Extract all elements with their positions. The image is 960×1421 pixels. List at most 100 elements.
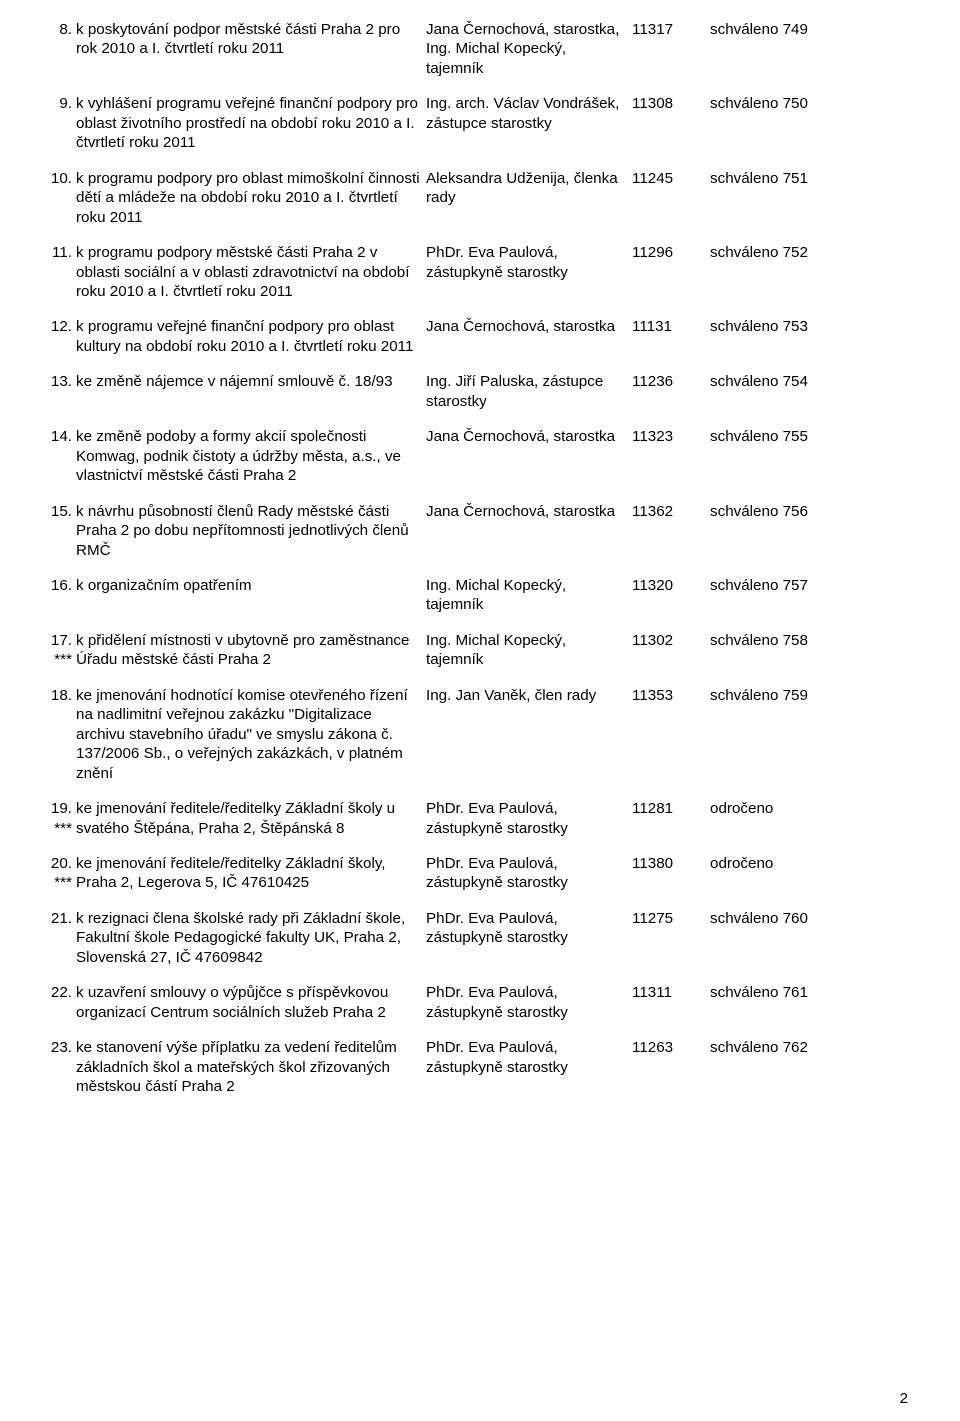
row-number: 8. <box>38 20 76 39</box>
row-id: 11281 <box>632 799 710 818</box>
agenda-row: 18.ke jmenování hodnotící komise otevřen… <box>38 686 908 783</box>
row-presenter: Jana Černochová, starostka <box>426 502 632 521</box>
row-description: k návrhu působností členů Rady městské č… <box>76 502 426 560</box>
row-description: k vyhlášení programu veřejné finanční po… <box>76 94 426 152</box>
agenda-row: 17.***k přidělení místnosti v ubytovně p… <box>38 631 908 670</box>
row-number: 14. <box>38 427 76 446</box>
row-description: ke jmenování ředitele/ředitelky Základní… <box>76 854 426 893</box>
agenda-row: 22.k uzavření smlouvy o výpůjčce s přísp… <box>38 983 908 1022</box>
row-result: schváleno 753 <box>710 317 908 336</box>
row-result: schváleno 758 <box>710 631 908 650</box>
agenda-row: 20.***ke jmenování ředitele/ředitelky Zá… <box>38 854 908 893</box>
star-marker: *** <box>38 873 72 892</box>
row-presenter: Ing. Jiří Paluska, zástupce starostky <box>426 372 632 411</box>
row-result: schváleno 751 <box>710 169 908 188</box>
row-description: k uzavření smlouvy o výpůjčce s příspěvk… <box>76 983 426 1022</box>
row-id: 11245 <box>632 169 710 188</box>
row-number: 12. <box>38 317 76 336</box>
row-result: schváleno 754 <box>710 372 908 391</box>
row-id: 11380 <box>632 854 710 873</box>
row-id: 11308 <box>632 94 710 113</box>
row-description: k poskytování podpor městské části Praha… <box>76 20 426 59</box>
row-presenter: Aleksandra Udženija, členka rady <box>426 169 632 208</box>
row-result: schváleno 750 <box>710 94 908 113</box>
row-id: 11320 <box>632 576 710 595</box>
row-presenter: PhDr. Eva Paulová, zástupkyně starostky <box>426 243 632 282</box>
row-result: schváleno 761 <box>710 983 908 1002</box>
row-result: schváleno 749 <box>710 20 908 39</box>
row-result: schváleno 759 <box>710 686 908 705</box>
row-presenter: Ing. Michal Kopecký, tajemník <box>426 576 632 615</box>
row-result: schváleno 755 <box>710 427 908 446</box>
row-id: 11311 <box>632 983 710 1002</box>
row-number-text: 10. <box>38 169 72 188</box>
row-number-text: 16. <box>38 576 72 595</box>
row-description: ke jmenování ředitele/ředitelky Základní… <box>76 799 426 838</box>
row-id: 11317 <box>632 20 710 39</box>
row-description: k programu veřejné finanční podpory pro … <box>76 317 426 356</box>
row-number-text: 14. <box>38 427 72 446</box>
row-number-text: 12. <box>38 317 72 336</box>
agenda-row: 16.k organizačním opatřenímIng. Michal K… <box>38 576 908 615</box>
row-description: ke změně podoby a formy akcií společnost… <box>76 427 426 485</box>
row-id: 11131 <box>632 317 710 336</box>
row-presenter: Jana Černochová, starostka <box>426 317 632 336</box>
row-presenter: PhDr. Eva Paulová, zástupkyně starostky <box>426 854 632 893</box>
agenda-row: 9.k vyhlášení programu veřejné finanční … <box>38 94 908 152</box>
agenda-row: 12.k programu veřejné finanční podpory p… <box>38 317 908 356</box>
row-result: schváleno 756 <box>710 502 908 521</box>
row-presenter: PhDr. Eva Paulová, zástupkyně starostky <box>426 1038 632 1077</box>
row-number-text: 13. <box>38 372 72 391</box>
row-description: k rezignaci člena školské rady při Zákla… <box>76 909 426 967</box>
row-number-text: 21. <box>38 909 72 928</box>
row-presenter: Jana Černochová, starostka, Ing. Michal … <box>426 20 632 78</box>
row-number: 21. <box>38 909 76 928</box>
star-marker: *** <box>38 819 72 838</box>
agenda-list: 8.k poskytování podpor městské části Pra… <box>38 20 908 1096</box>
row-number-text: 19. <box>38 799 72 818</box>
row-number: 23. <box>38 1038 76 1057</box>
row-number-text: 8. <box>38 20 72 39</box>
row-number-text: 17. <box>38 631 72 650</box>
row-number: 17.*** <box>38 631 76 670</box>
row-number: 13. <box>38 372 76 391</box>
row-number: 20.*** <box>38 854 76 893</box>
row-number: 16. <box>38 576 76 595</box>
star-marker: *** <box>38 650 72 669</box>
row-result: schváleno 760 <box>710 909 908 928</box>
agenda-row: 10.k programu podpory pro oblast mimoško… <box>38 169 908 227</box>
row-id: 11296 <box>632 243 710 262</box>
row-description: k programu podpory městské části Praha 2… <box>76 243 426 301</box>
agenda-row: 11.k programu podpory městské části Prah… <box>38 243 908 301</box>
row-result: schváleno 757 <box>710 576 908 595</box>
row-number-text: 9. <box>38 94 72 113</box>
row-number: 19.*** <box>38 799 76 838</box>
row-description: ke jmenování hodnotící komise otevřeného… <box>76 686 426 783</box>
row-id: 11362 <box>632 502 710 521</box>
row-description: k programu podpory pro oblast mimoškolní… <box>76 169 426 227</box>
row-presenter: PhDr. Eva Paulová, zástupkyně starostky <box>426 799 632 838</box>
document-page: 8.k poskytování podpor městské části Pra… <box>0 0 960 1421</box>
row-presenter: PhDr. Eva Paulová, zástupkyně starostky <box>426 983 632 1022</box>
row-presenter: PhDr. Eva Paulová, zástupkyně starostky <box>426 909 632 948</box>
row-result: odročeno <box>710 854 908 873</box>
row-number: 18. <box>38 686 76 705</box>
row-description: k organizačním opatřením <box>76 576 426 595</box>
row-number: 9. <box>38 94 76 113</box>
row-number-text: 23. <box>38 1038 72 1057</box>
row-number-text: 18. <box>38 686 72 705</box>
agenda-row: 14.ke změně podoby a formy akcií společn… <box>38 427 908 485</box>
row-number: 10. <box>38 169 76 188</box>
row-id: 11236 <box>632 372 710 391</box>
row-number: 22. <box>38 983 76 1002</box>
row-number: 11. <box>38 243 76 262</box>
row-description: k přidělení místnosti v ubytovně pro zam… <box>76 631 426 670</box>
agenda-row: 19.***ke jmenování ředitele/ředitelky Zá… <box>38 799 908 838</box>
row-result: schváleno 752 <box>710 243 908 262</box>
row-id: 11323 <box>632 427 710 446</box>
row-description: ke stanovení výše příplatku za vedení ře… <box>76 1038 426 1096</box>
agenda-row: 21.k rezignaci člena školské rady při Zá… <box>38 909 908 967</box>
row-number-text: 15. <box>38 502 72 521</box>
row-id: 11275 <box>632 909 710 928</box>
row-id: 11263 <box>632 1038 710 1057</box>
